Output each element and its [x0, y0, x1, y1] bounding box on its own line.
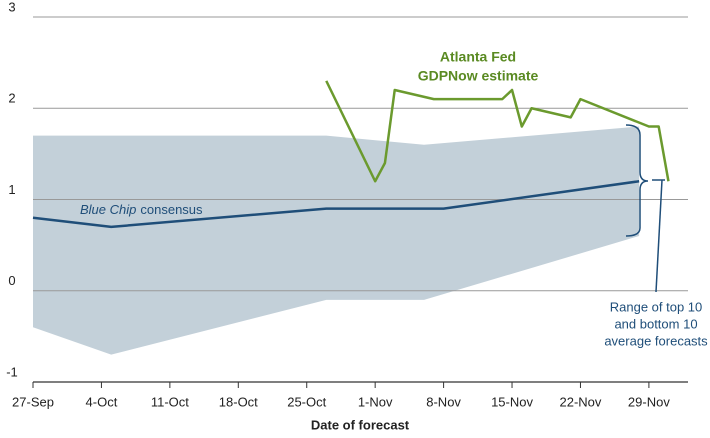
- x-axis-label: Date of forecast: [311, 417, 410, 432]
- x-tick-label: 1-Nov: [358, 394, 393, 409]
- bluechip-italic: Blue Chip: [80, 202, 136, 217]
- y-tick-label: -1: [6, 364, 18, 379]
- range-label: average forecasts: [604, 333, 708, 348]
- x-tick-label: 4-Oct: [86, 394, 118, 409]
- band-layer: [33, 126, 640, 355]
- y-tick-label: 2: [8, 91, 15, 106]
- range-label: and bottom 10: [614, 316, 697, 331]
- gdpnow-label: GDPNow estimate: [418, 68, 539, 84]
- series-line: [325, 80, 670, 183]
- x-tick-label: 22-Nov: [560, 394, 602, 409]
- y-tick-label: 0: [8, 273, 15, 288]
- range-band: [33, 126, 640, 355]
- series-line: [32, 180, 640, 229]
- y-tick-label: 3: [8, 0, 15, 14]
- x-tick-label: 25-Oct: [287, 394, 326, 409]
- leader-line: [655, 179, 663, 293]
- bluechip-label: Blue Chip consensus: [80, 202, 203, 217]
- range-bracket: [625, 124, 649, 237]
- range-label: Range of top 10: [610, 299, 703, 314]
- x-tick-label: 11-Oct: [151, 394, 189, 409]
- gdpnow-label: Atlanta Fed: [440, 49, 516, 65]
- x-tick-label: 18-Oct: [219, 394, 258, 409]
- x-tick-label: 29-Nov: [628, 394, 670, 409]
- line-layer: [32, 80, 670, 229]
- y-tick-label: 1: [8, 182, 15, 197]
- x-tick-label: 15-Nov: [491, 394, 533, 409]
- x-tick-label: 8-Nov: [426, 394, 461, 409]
- bluechip-rest: consensus: [140, 202, 203, 217]
- grid-layer: -1 0 1 2 3 27-Sep 4-Oct 11-Oct 18-Oct 25-Oct 1-Nov…: [6, 0, 688, 409]
- x-tick-label: 27-Sep: [12, 394, 54, 409]
